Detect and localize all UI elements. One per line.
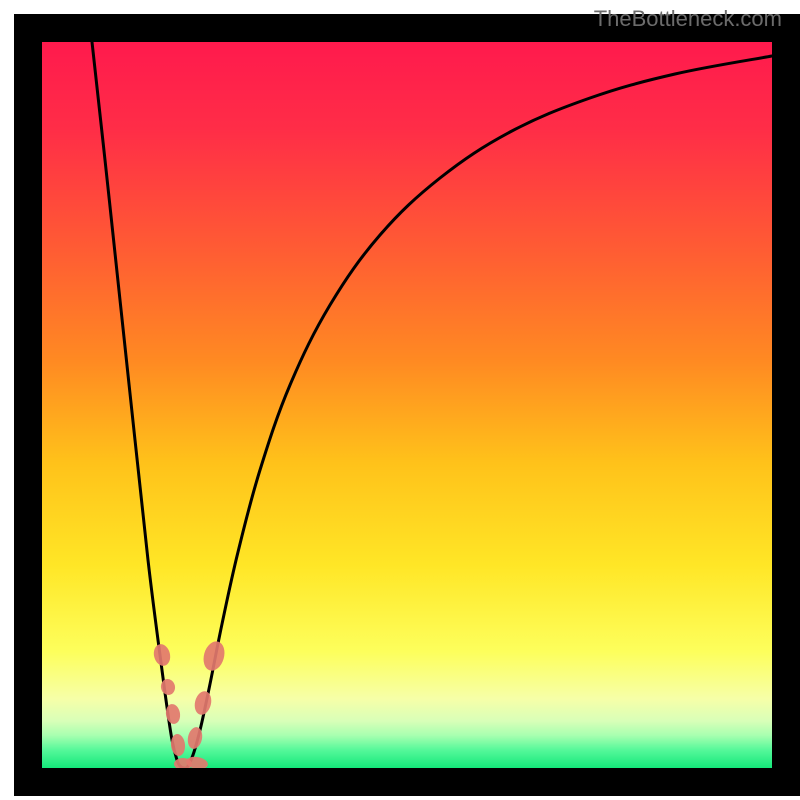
gradient-background	[42, 42, 772, 768]
chart-canvas	[0, 0, 800, 800]
bottleneck-chart: TheBottleneck.com	[0, 0, 800, 800]
